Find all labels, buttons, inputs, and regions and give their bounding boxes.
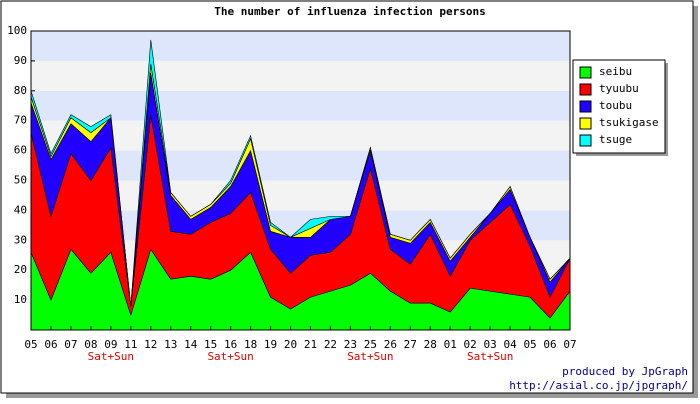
x-tick-label: 05 <box>523 338 536 351</box>
x-tick-label: 18 <box>244 338 257 351</box>
x-tick-label: 28 <box>424 338 437 351</box>
x-tick-label: 09 <box>104 338 117 351</box>
x-tick-label: 16 <box>224 338 237 351</box>
x-tick-label: 05 <box>24 338 37 351</box>
legend-label: tsuge <box>599 133 632 146</box>
y-tick-label: 40 <box>14 203 27 216</box>
y-tick-label: 70 <box>14 114 27 127</box>
grid-band <box>31 90 570 121</box>
x-tick-label: 15 <box>204 338 217 351</box>
y-tick-label: 100 <box>7 24 27 37</box>
x-tick-label: 07 <box>64 338 77 351</box>
x-tick-label: 04 <box>503 338 517 351</box>
legend-swatch <box>579 66 592 79</box>
x-tick-label: 21 <box>304 338 317 351</box>
x-sublabel: Sat+Sun <box>88 350 134 363</box>
y-tick-label: 30 <box>14 233 27 246</box>
grid-band <box>31 150 570 181</box>
y-tick-label: 60 <box>14 144 27 157</box>
legend-label: toubu <box>599 99 632 112</box>
x-tick-label: 25 <box>364 338 377 351</box>
grid-band <box>31 180 570 211</box>
y-tick-label: 20 <box>14 263 27 276</box>
area <box>30 39 571 307</box>
x-sublabel: Sat+Sun <box>347 350 393 363</box>
y-tick-label: 10 <box>14 293 27 306</box>
credit: http://asial.co.jp/jpgraph/ <box>509 379 688 392</box>
legend-label: tsukigase <box>599 116 659 129</box>
x-tick-label: 27 <box>404 338 417 351</box>
x-tick-label: 13 <box>164 338 177 351</box>
grid-band <box>31 120 570 151</box>
x-tick-label: 11 <box>124 338 137 351</box>
chart-title: The number of influenza infection person… <box>214 5 486 18</box>
x-tick-label: 08 <box>84 338 97 351</box>
x-sublabel: Sat+Sun <box>207 350 253 363</box>
x-tick-label: 22 <box>324 338 337 351</box>
credit: produced by JpGraph <box>562 365 688 378</box>
x-tick-label: 06 <box>44 338 57 351</box>
x-tick-label: 02 <box>464 338 477 351</box>
x-sublabel: Sat+Sun <box>467 350 513 363</box>
legend-swatch <box>579 134 592 147</box>
x-tick-label: 07 <box>563 338 576 351</box>
x-tick-label: 06 <box>543 338 556 351</box>
legend-label: seibu <box>599 65 632 78</box>
x-tick-label: 19 <box>264 338 277 351</box>
x-tick-label: 12 <box>144 338 157 351</box>
legend-swatch <box>579 117 592 130</box>
grid-band <box>31 60 570 91</box>
x-tick-label: 20 <box>284 338 297 351</box>
x-tick-label: 26 <box>384 338 397 351</box>
y-tick-label: 90 <box>14 54 27 67</box>
plot-border <box>30 30 571 331</box>
x-tick-label: 03 <box>484 338 497 351</box>
legend-swatch <box>579 100 592 113</box>
y-tick-label: 80 <box>14 84 27 97</box>
x-tick-label: 23 <box>344 338 357 351</box>
legend-label: tyuubu <box>599 82 639 95</box>
grid-band <box>31 31 570 61</box>
y-tick-label: 50 <box>14 174 27 187</box>
x-tick-label: 01 <box>444 338 457 351</box>
x-tick-label: 14 <box>184 338 198 351</box>
legend-swatch <box>579 83 592 96</box>
